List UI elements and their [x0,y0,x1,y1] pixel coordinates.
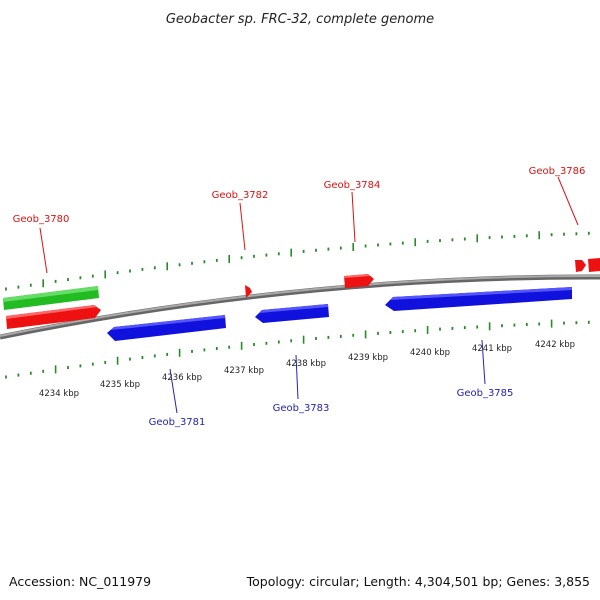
gene-label-leaders [39,176,579,414]
gene-label-geob-3780[interactable]: Geob_3780 [13,214,70,225]
leader-geob-3781 [169,368,178,414]
gene-label-geob-3785[interactable]: Geob_3785 [457,388,514,399]
forward-gene-geob-3786[interactable] [575,258,600,272]
scale-label-4239: 4239 kbp [348,353,388,363]
scale-label-4235: 4235 kbp [100,380,140,390]
scale-label-4240: 4240 kbp [410,348,450,358]
scale-label-4242: 4242 kbp [535,340,575,350]
scale-label-4234: 4234 kbp [39,389,79,399]
scale-label-4236: 4236 kbp [162,373,202,383]
reverse-gene-geob-3785[interactable] [385,287,572,311]
leader-geob-3782 [239,202,246,251]
leader-geob-3780 [39,227,48,274]
gene-label-geob-3786[interactable]: Geob_3786 [529,166,586,177]
reverse-gene-geob-3783[interactable] [255,304,329,323]
map-title: Geobacter sp. FRC-32, complete genome [166,12,434,27]
genome-summary: Topology: circular; Length: 4,304,501 bp… [246,574,590,589]
scale-label-4241: 4241 kbp [472,344,512,354]
leader-geob-3785 [481,339,486,385]
gene-label-geob-3784[interactable]: Geob_3784 [324,180,381,191]
scale-tick-track [5,319,590,379]
leader-geob-3783 [295,354,299,400]
leader-geob-3786 [557,176,579,226]
accession-label: Accession: NC_011979 [9,574,151,589]
genome-backbone [0,274,600,340]
rna-gene-arrow[interactable] [3,286,99,310]
gene-label-geob-3782[interactable]: Geob_3782 [212,190,269,201]
leader-geob-3784 [351,191,356,243]
forward-gene-geob-3780[interactable] [6,305,101,329]
scale-label-4237: 4237 kbp [224,366,264,376]
forward-gene-geob-3782[interactable] [245,285,252,298]
gene-label-geob-3783[interactable]: Geob_3783 [273,403,330,414]
reverse-gene-geob-3781[interactable] [107,315,226,341]
forward-gene-geob-3784[interactable] [344,274,374,288]
outer-tick-track [5,231,590,291]
scale-label-4238: 4238 kbp [286,359,326,369]
scale-labels: 4234 kbp 4235 kbp 4236 kbp 4237 kbp 4238… [39,340,575,399]
gene-label-geob-3781[interactable]: Geob_3781 [149,417,206,428]
